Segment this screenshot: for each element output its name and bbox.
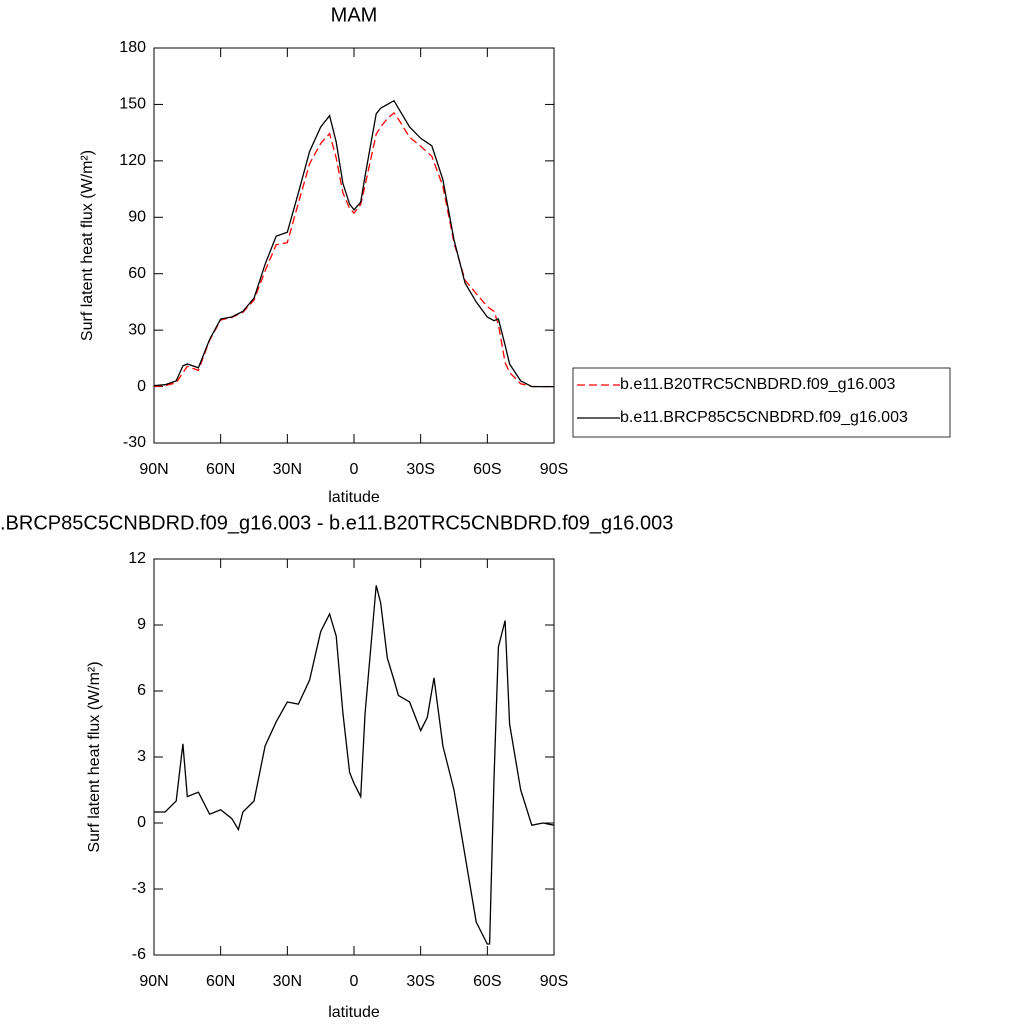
y-tick-label: 0: [137, 814, 146, 831]
y-tick-label: -6: [132, 946, 146, 963]
y-tick-label: 90: [128, 209, 146, 226]
data-line: [153, 111, 555, 388]
x-tick-label: 0: [350, 461, 359, 478]
legend-box: [572, 367, 951, 438]
x-tick-label: 30N: [273, 461, 302, 478]
plot-frame: [153, 47, 555, 444]
y-tick-label: 6: [137, 682, 146, 699]
y-tick-label: 30: [128, 321, 146, 338]
x-tick-label: 60S: [473, 461, 501, 478]
x-axis-label: latitude: [328, 1004, 380, 1021]
chart-title: MAM: [331, 4, 378, 26]
x-tick-label: 60N: [206, 461, 235, 478]
x-axis-label: latitude: [328, 489, 380, 506]
y-axis-label: Surf latent heat flux (W/m²): [86, 661, 103, 852]
y-axis-label: Surf latent heat flux (W/m²): [79, 150, 96, 341]
y-tick-label: 120: [119, 152, 146, 169]
y-tick-label: -3: [132, 880, 146, 897]
x-tick-label: 90N: [139, 973, 168, 990]
plot-frame: [153, 558, 555, 956]
y-tick-label: 150: [119, 96, 146, 113]
x-tick-label: 30S: [406, 461, 434, 478]
x-tick-label: 0: [350, 973, 359, 990]
x-tick-label: 60S: [473, 973, 501, 990]
y-tick-label: 0: [137, 378, 146, 395]
y-tick-label: 60: [128, 265, 146, 282]
chart-title: .BRCP85C5CNBDRD.f09_g16.003 - b.e11.B20T…: [0, 512, 673, 534]
legend-label: b.e11.BRCP85C5CNBDRD.f09_g16.003: [620, 409, 908, 426]
x-tick-label: 90S: [540, 461, 568, 478]
y-tick-label: 180: [119, 39, 146, 56]
x-tick-label: 30N: [273, 973, 302, 990]
y-tick-label: 3: [137, 748, 146, 765]
legend-label: b.e11.B20TRC5CNBDRD.f09_g16.003: [620, 376, 896, 393]
data-line: [154, 585, 555, 945]
x-tick-label: 90S: [540, 973, 568, 990]
y-tick-label: 9: [137, 616, 146, 633]
x-tick-label: 30S: [406, 973, 434, 990]
data-line: [153, 99, 554, 388]
x-tick-label: 60N: [206, 973, 235, 990]
y-tick-label: -30: [123, 434, 146, 451]
x-tick-label: 90N: [139, 461, 168, 478]
y-tick-label: 12: [128, 550, 146, 567]
